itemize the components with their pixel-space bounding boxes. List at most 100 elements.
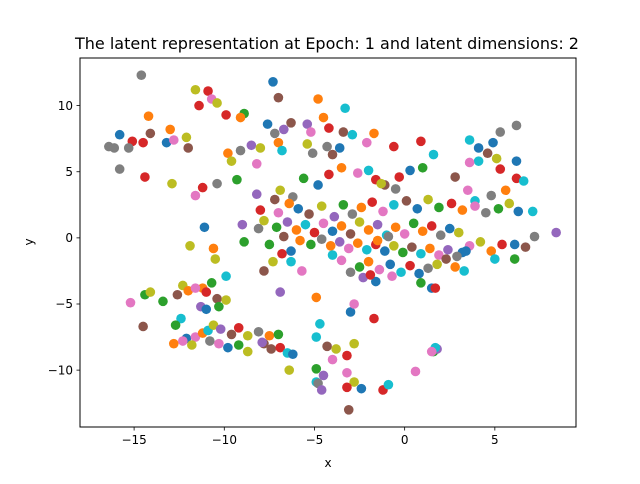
data-point xyxy=(551,227,561,238)
data-point xyxy=(430,283,441,293)
data-point xyxy=(450,172,460,182)
data-point xyxy=(407,242,417,252)
data-point xyxy=(114,164,125,174)
data-point xyxy=(405,165,415,176)
y-tick-label: 5 xyxy=(65,165,73,179)
data-point xyxy=(183,143,194,153)
data-point xyxy=(527,206,538,217)
data-point xyxy=(279,124,289,135)
y-axis-label: y xyxy=(22,238,36,245)
data-point xyxy=(334,237,345,247)
data-point xyxy=(349,299,359,309)
data-point xyxy=(309,227,320,238)
data-point xyxy=(367,197,377,207)
data-point xyxy=(257,337,267,348)
data-point xyxy=(518,176,529,186)
data-point xyxy=(425,243,435,254)
data-point xyxy=(158,296,168,307)
data-point xyxy=(172,289,183,300)
data-point xyxy=(338,127,349,137)
data-point xyxy=(268,77,278,87)
data-point xyxy=(197,182,208,193)
data-point xyxy=(221,271,231,282)
data-point xyxy=(363,165,374,176)
data-point xyxy=(223,342,233,353)
data-point xyxy=(372,219,383,230)
data-point xyxy=(345,307,356,317)
data-point xyxy=(307,148,318,159)
y-tick-label: −10 xyxy=(48,363,73,377)
data-point xyxy=(376,178,387,189)
data-point xyxy=(482,148,493,159)
data-point xyxy=(389,141,399,152)
data-point xyxy=(500,185,511,196)
data-point xyxy=(356,383,367,394)
data-point xyxy=(138,137,148,148)
data-point xyxy=(313,94,323,104)
data-point xyxy=(302,119,313,129)
data-point xyxy=(176,313,186,324)
data-point xyxy=(336,162,347,173)
data-point xyxy=(284,365,295,375)
data-point xyxy=(412,203,423,214)
data-point xyxy=(277,248,287,259)
data-point xyxy=(185,241,195,251)
data-point xyxy=(199,222,210,233)
data-point xyxy=(374,264,385,275)
data-point xyxy=(491,153,502,164)
data-point xyxy=(390,184,401,194)
data-point xyxy=(295,235,305,246)
data-point xyxy=(167,178,177,189)
data-point xyxy=(291,225,302,235)
data-point xyxy=(473,156,484,166)
data-point xyxy=(361,137,372,148)
data-point xyxy=(226,329,237,340)
data-point xyxy=(441,254,451,264)
data-point xyxy=(371,276,381,287)
data-point xyxy=(264,239,275,250)
data-point xyxy=(361,244,372,255)
data-point xyxy=(277,145,287,156)
x-tick-label: 0 xyxy=(401,433,409,447)
data-point xyxy=(145,128,156,139)
data-point xyxy=(473,143,484,153)
data-point xyxy=(205,336,215,346)
data-point xyxy=(520,242,531,252)
data-point xyxy=(255,205,266,215)
data-point xyxy=(212,98,222,108)
data-point xyxy=(443,244,453,255)
data-point xyxy=(511,156,522,166)
x-tick-label: 5 xyxy=(491,433,499,447)
data-point xyxy=(327,149,338,160)
data-point xyxy=(488,137,498,148)
data-point xyxy=(385,259,396,270)
data-point xyxy=(349,338,359,349)
data-point xyxy=(269,128,280,139)
data-point xyxy=(464,157,475,168)
data-point xyxy=(297,266,307,276)
axes-frame xyxy=(79,57,577,428)
data-point xyxy=(414,268,424,279)
data-point xyxy=(497,239,507,250)
data-point xyxy=(140,172,150,182)
data-point xyxy=(450,262,460,272)
data-point xyxy=(325,241,336,251)
data-point xyxy=(181,132,192,143)
data-point xyxy=(298,173,309,184)
data-point xyxy=(273,207,284,218)
data-point xyxy=(190,283,201,293)
data-point xyxy=(342,382,352,393)
data-point xyxy=(311,364,322,374)
data-point xyxy=(352,238,363,248)
data-point xyxy=(511,120,522,131)
y-axis-ticks: −10 −5 0 5 10 xyxy=(48,99,80,377)
data-point xyxy=(459,266,469,276)
data-point xyxy=(331,344,341,354)
data-point xyxy=(183,285,194,296)
data-point xyxy=(237,219,248,230)
data-point xyxy=(212,178,222,189)
data-point xyxy=(327,226,338,237)
data-point xyxy=(464,135,475,145)
data-point xyxy=(509,239,520,250)
